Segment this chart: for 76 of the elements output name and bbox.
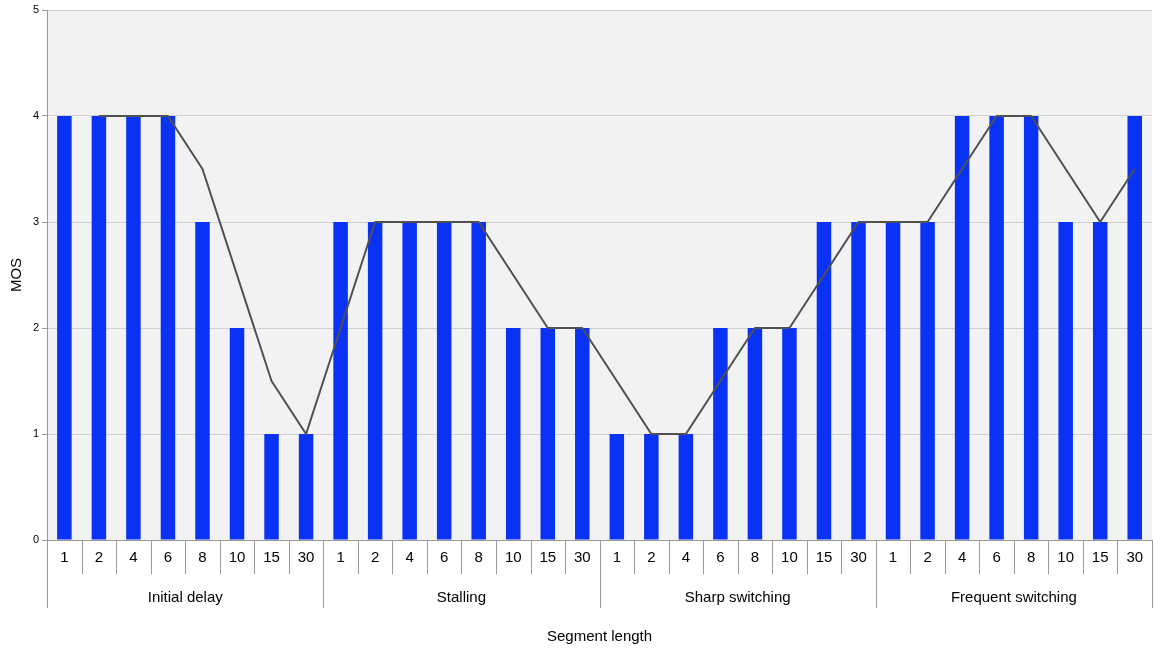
x-tick-label: 1 — [612, 548, 621, 566]
bar — [609, 434, 625, 540]
bar — [816, 222, 832, 540]
bar — [540, 328, 556, 540]
x-tick-label: 2 — [370, 548, 380, 566]
bar — [160, 116, 176, 540]
x-tick-label: 15 — [815, 548, 833, 566]
text: Stalling — [436, 588, 487, 606]
x-axis-title: Segment length — [547, 627, 653, 645]
x-tick-label: 8 — [198, 548, 207, 566]
y-tick-label: 1 — [32, 427, 40, 440]
bar — [713, 328, 728, 540]
x-tick-label: 8 — [750, 548, 760, 566]
bar — [851, 222, 866, 540]
text: Initial delay — [147, 588, 224, 606]
bar — [747, 328, 763, 540]
y-tick-label: 2 — [32, 321, 40, 334]
bar — [575, 328, 590, 540]
bar — [1023, 116, 1039, 540]
x-tick-label: 1 — [60, 548, 69, 566]
y-tick-label: 5 — [32, 3, 40, 16]
bar — [920, 222, 935, 540]
bar — [91, 116, 107, 540]
x-tick-label: 30 — [1126, 548, 1144, 566]
text: Frequent switching — [950, 588, 1077, 606]
x-tick-label: 6 — [992, 548, 1001, 566]
x-tick-label: 4 — [129, 548, 138, 566]
x-tick-label: 30 — [297, 548, 315, 566]
x-tick-label: 2 — [923, 548, 932, 566]
bar — [229, 328, 245, 540]
x-tick-label: 10 — [504, 548, 522, 566]
x-tick-label: 8 — [474, 548, 483, 566]
x-tick-label: 6 — [163, 548, 173, 566]
bar — [333, 222, 348, 540]
x-tick-label: 30 — [573, 548, 591, 566]
bar — [57, 116, 72, 540]
bar — [989, 116, 1004, 540]
x-tick-label: 8 — [1026, 548, 1036, 566]
x-tick-label: 10 — [228, 548, 246, 566]
bar — [436, 222, 452, 540]
bar — [298, 434, 314, 540]
bar — [644, 434, 659, 540]
text: Sharp switching — [684, 588, 791, 606]
bar — [505, 328, 521, 540]
y-axis-title: MOS — [7, 257, 25, 293]
bar — [367, 222, 383, 540]
x-tick-label: 4 — [957, 548, 967, 566]
x-tick-label: 2 — [647, 548, 656, 566]
x-tick-label: 2 — [94, 548, 104, 566]
bar — [1127, 116, 1142, 540]
x-tick-label: 15 — [1091, 548, 1109, 566]
y-tick-label: 3 — [32, 215, 40, 228]
bar — [402, 222, 417, 540]
x-tick-label: 1 — [888, 548, 898, 566]
bar — [264, 434, 279, 540]
x-tick-label: 6 — [716, 548, 725, 566]
bar — [678, 434, 694, 540]
bar — [1092, 222, 1108, 540]
x-tick-label: 1 — [336, 548, 345, 566]
bar — [126, 116, 141, 540]
bar — [195, 222, 210, 540]
bar — [954, 116, 970, 540]
x-tick-label: 10 — [781, 548, 798, 566]
y-tick-label: 4 — [32, 109, 40, 122]
x-tick-label: 30 — [850, 548, 867, 566]
x-tick-label: 15 — [263, 548, 280, 566]
bar — [471, 222, 486, 540]
x-tick-label: 4 — [405, 548, 414, 566]
x-tick-label: 6 — [440, 548, 449, 566]
x-tick-label: 4 — [681, 548, 691, 566]
x-tick-label: 10 — [1057, 548, 1075, 566]
bar — [1058, 222, 1073, 540]
y-tick-label: 0 — [32, 533, 40, 546]
bar — [782, 328, 797, 540]
x-tick-label: 15 — [539, 548, 557, 566]
bar — [885, 222, 901, 540]
